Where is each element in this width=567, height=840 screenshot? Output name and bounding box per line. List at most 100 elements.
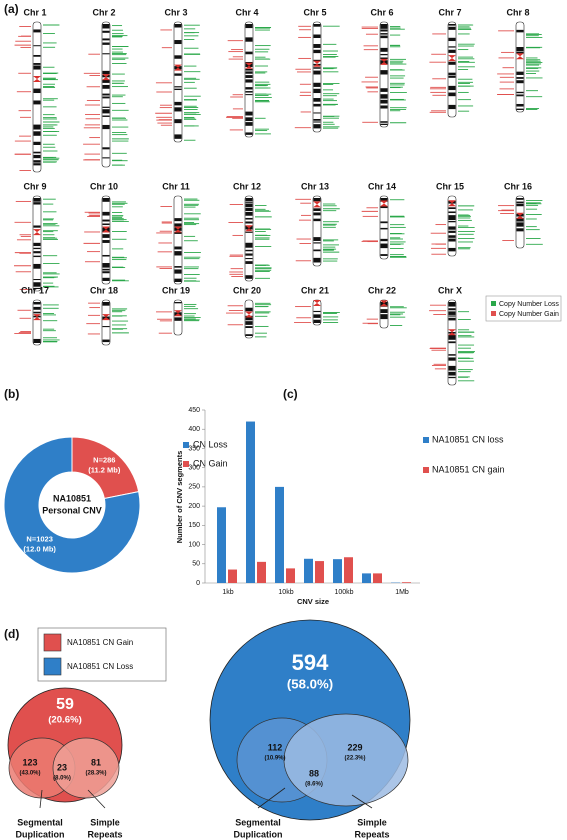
venn-percent: (8.6%) — [305, 782, 323, 788]
chromosome-label: Chr 4 — [235, 7, 258, 17]
chromosome-label: Chr 16 — [504, 181, 532, 191]
band — [448, 354, 456, 356]
centromere — [313, 60, 321, 67]
band — [313, 118, 321, 121]
chromosome-label: Chr 1 — [23, 7, 46, 17]
band — [380, 88, 388, 92]
band — [448, 238, 456, 242]
venn-percent: (20.6%) — [48, 715, 82, 726]
x-tick-label: 100kb — [334, 589, 353, 596]
band — [33, 287, 41, 289]
band — [245, 24, 253, 29]
band — [102, 93, 110, 96]
y-tick-label: 0 — [196, 580, 200, 587]
band — [33, 251, 41, 254]
y-tick-label: 300 — [188, 465, 200, 472]
band — [516, 80, 524, 84]
band — [245, 258, 253, 260]
chromosome-label: Chr 20 — [233, 285, 261, 295]
band — [380, 47, 388, 52]
band — [380, 35, 388, 39]
band — [313, 103, 321, 107]
band — [448, 207, 456, 209]
arrow — [351, 794, 373, 809]
band — [245, 68, 253, 71]
band — [448, 247, 456, 252]
band — [448, 220, 456, 223]
band — [380, 33, 388, 35]
legend-box — [485, 295, 562, 322]
venn-count: 123 — [22, 757, 37, 767]
centromere — [448, 200, 456, 207]
band — [313, 44, 321, 48]
band — [448, 334, 456, 340]
band — [313, 34, 321, 38]
venn-percent: (58.0%) — [287, 676, 333, 691]
y-tick-label: 150 — [188, 522, 200, 529]
band — [102, 109, 110, 114]
arrow — [257, 787, 286, 809]
band — [33, 302, 41, 305]
band — [380, 121, 388, 123]
band — [102, 147, 110, 150]
set-label: Repeats — [354, 829, 389, 839]
chromosome-label: Chr X — [438, 285, 462, 295]
band — [448, 72, 456, 76]
bar — [217, 507, 226, 583]
band — [516, 94, 524, 97]
band — [448, 235, 456, 238]
centromere — [380, 300, 388, 307]
x-tick-label: 10kb — [278, 589, 293, 596]
band — [245, 71, 253, 74]
band — [448, 49, 456, 53]
band — [313, 242, 321, 244]
band — [313, 59, 321, 62]
band — [102, 42, 110, 45]
band — [102, 219, 110, 222]
band — [33, 45, 41, 47]
panel-label: (c) — [283, 387, 298, 401]
band — [313, 88, 321, 94]
band — [516, 51, 524, 54]
legend-swatch — [491, 301, 496, 306]
legend-label: NA10851 CN Gain — [67, 638, 133, 647]
band — [380, 198, 388, 202]
centromere — [380, 58, 388, 65]
band — [174, 251, 182, 256]
band — [313, 319, 321, 323]
legend-swatch — [43, 633, 62, 652]
band — [245, 75, 253, 78]
band — [33, 88, 41, 94]
bar — [315, 561, 324, 583]
venn-subset — [52, 737, 120, 799]
band — [313, 218, 321, 222]
band — [102, 263, 110, 268]
venn-count: 229 — [347, 742, 362, 752]
band — [516, 71, 524, 75]
band — [102, 24, 110, 29]
band — [33, 151, 41, 154]
band — [380, 29, 388, 32]
band — [313, 49, 321, 54]
band — [245, 79, 253, 83]
band — [33, 131, 41, 136]
band — [174, 218, 182, 222]
x-tick-label: 1kb — [222, 589, 233, 596]
legend-swatch — [183, 461, 189, 467]
centromere — [245, 225, 253, 232]
band — [33, 63, 41, 65]
value-label: N=1023 — [26, 534, 52, 543]
chromosome-label: Chr 19 — [162, 285, 190, 295]
band — [102, 326, 110, 328]
centromere — [174, 310, 182, 317]
band — [516, 201, 524, 204]
band — [102, 30, 110, 33]
band — [313, 249, 321, 252]
band — [313, 70, 321, 75]
band — [448, 61, 456, 65]
centromere — [448, 55, 456, 62]
band — [448, 24, 456, 26]
band — [102, 79, 110, 83]
legend-label: NA10851 CN loss — [432, 434, 504, 444]
band — [33, 160, 41, 163]
